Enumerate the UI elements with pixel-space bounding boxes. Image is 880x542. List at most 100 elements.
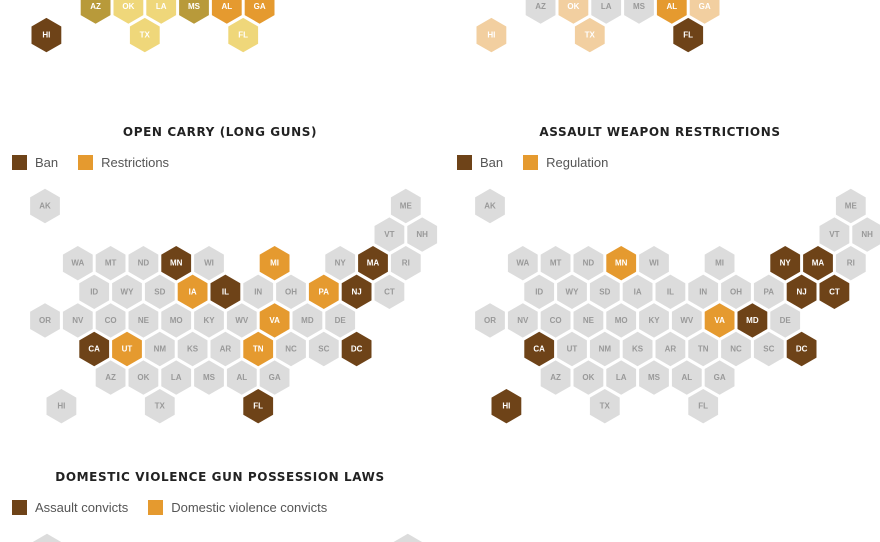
state-hex-me[interactable]: ME [835,188,866,224]
state-hex-pa[interactable]: PA [753,274,784,309]
state-hex-ok[interactable]: OK [113,0,144,24]
state-hex-mi[interactable]: MI [704,246,735,281]
state-hex-tx[interactable]: TX [574,17,605,53]
state-hex-ks[interactable]: KS [177,331,208,367]
state-hex-vt[interactable]: VT [374,217,405,252]
state-hex-az[interactable]: AZ [540,360,571,395]
state-hex-ks[interactable]: KS [622,331,653,367]
state-hex-or[interactable]: OR [475,303,505,338]
state-hex-mt[interactable]: MT [540,246,571,281]
state-hex-de[interactable]: DE [325,303,356,338]
state-hex-al[interactable]: AL [226,360,257,395]
state-hex-ia[interactable]: IA [622,274,653,309]
state-hex-hi[interactable]: HI [491,389,522,424]
state-hex-ga[interactable]: GA [704,360,735,395]
state-hex-la[interactable]: LA [161,360,192,395]
state-hex-az[interactable]: AZ [95,360,126,395]
state-hex-ga[interactable]: GA [689,0,720,24]
state-hex-ny[interactable]: NY [770,246,801,281]
state-hex-la[interactable]: LA [146,0,177,24]
state-hex-de[interactable]: DE [770,303,801,338]
state-hex-tx[interactable]: TX [144,389,175,424]
state-hex-md[interactable]: MD [292,303,323,338]
state-hex-vt[interactable]: VT [819,217,850,252]
state-hex-nv[interactable]: NV [62,303,93,338]
state-hex-fl[interactable]: FL [673,17,704,53]
state-hex-in[interactable]: IN [688,274,719,309]
state-hex-ok[interactable]: OK [128,360,159,395]
state-hex-wv[interactable]: WV [671,303,702,338]
state-hex-mo[interactable]: MO [606,303,637,338]
state-hex-fl[interactable]: FL [243,389,274,424]
state-hex-ne[interactable]: NE [128,303,159,338]
state-hex-ms[interactable]: MS [639,360,669,395]
state-hex-pa[interactable]: PA [308,274,339,309]
state-hex-ok[interactable]: OK [558,0,589,24]
state-hex-fl[interactable]: FL [228,17,259,53]
state-hex-fl[interactable]: FL [688,389,719,424]
state-hex-co[interactable]: CO [95,303,126,338]
state-hex-la[interactable]: LA [606,360,637,395]
state-hex-hi[interactable]: HI [476,17,507,53]
state-hex-nm[interactable]: NM [144,331,175,367]
state-hex-ak[interactable]: AK [475,188,505,224]
state-hex-ak[interactable]: AK [30,188,60,224]
state-hex-wi[interactable]: WI [639,246,669,281]
state-hex-me[interactable]: ME [393,533,423,542]
state-hex-mo[interactable]: MO [161,303,192,338]
state-hex-ok[interactable]: OK [573,360,604,395]
state-hex-tx[interactable]: TX [589,389,620,424]
state-hex-il[interactable]: IL [655,274,686,309]
state-hex-tx[interactable]: TX [129,17,160,53]
state-hex-nj[interactable]: NJ [786,274,817,309]
state-hex-id[interactable]: ID [524,274,555,309]
state-hex-ut[interactable]: UT [112,331,142,367]
state-hex-ky[interactable]: KY [194,303,224,338]
state-hex-nc[interactable]: NC [276,331,306,367]
state-hex-ar[interactable]: AR [210,331,241,367]
state-hex-il[interactable]: IL [210,274,241,309]
state-hex-ca[interactable]: CA [79,331,110,367]
state-hex-wy[interactable]: WY [557,274,587,309]
state-hex-az[interactable]: AZ [80,0,111,24]
state-hex-ak[interactable]: AK [32,533,62,542]
state-hex-ky[interactable]: KY [639,303,669,338]
state-hex-nv[interactable]: NV [507,303,538,338]
state-hex-oh[interactable]: OH [276,274,306,309]
state-hex-mt[interactable]: MT [95,246,126,281]
state-hex-dc[interactable]: DC [786,331,817,367]
state-hex-nj[interactable]: NJ [341,274,372,309]
state-hex-ca[interactable]: CA [524,331,555,367]
state-hex-ri[interactable]: RI [835,246,866,281]
state-hex-mi[interactable]: MI [259,246,290,281]
state-hex-ma[interactable]: MA [358,246,388,281]
state-hex-al[interactable]: AL [656,0,687,24]
state-hex-al[interactable]: AL [671,360,702,395]
state-hex-nh[interactable]: NH [407,217,438,252]
state-hex-sd[interactable]: SD [589,274,620,309]
state-hex-ms[interactable]: MS [179,0,209,24]
state-hex-ga[interactable]: GA [244,0,275,24]
state-hex-wv[interactable]: WV [226,303,257,338]
state-hex-ny[interactable]: NY [325,246,356,281]
state-hex-wi[interactable]: WI [194,246,224,281]
state-hex-ma[interactable]: MA [803,246,833,281]
state-hex-ga[interactable]: GA [259,360,290,395]
state-hex-wa[interactable]: WA [62,246,93,281]
state-hex-tn[interactable]: TN [243,331,274,367]
state-hex-md[interactable]: MD [737,303,768,338]
state-hex-co[interactable]: CO [540,303,571,338]
state-hex-nc[interactable]: NC [721,331,751,367]
state-hex-va[interactable]: VA [259,303,290,338]
state-hex-nm[interactable]: NM [589,331,620,367]
state-hex-dc[interactable]: DC [341,331,372,367]
state-hex-ri[interactable]: RI [390,246,421,281]
state-hex-ms[interactable]: MS [194,360,224,395]
state-hex-mn[interactable]: MN [606,246,637,281]
state-hex-az[interactable]: AZ [525,0,556,24]
state-hex-wy[interactable]: WY [112,274,142,309]
state-hex-ia[interactable]: IA [177,274,208,309]
state-hex-me[interactable]: ME [390,188,421,224]
state-hex-nd[interactable]: ND [573,246,604,281]
state-hex-or[interactable]: OR [30,303,60,338]
